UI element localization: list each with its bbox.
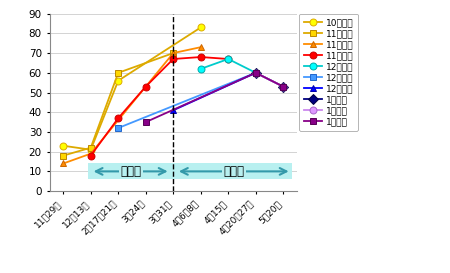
11月中旬: [198, 46, 203, 49]
1月上旬: [253, 71, 258, 75]
11月中旬: [171, 51, 176, 55]
11月中旬: [88, 152, 94, 155]
Line: 1月中旬: 1月中旬: [252, 69, 287, 90]
Text: 多摩川: 多摩川: [223, 165, 244, 178]
11月下旬: [88, 154, 94, 157]
12月上旬: [253, 71, 258, 75]
10月下旬: [88, 148, 94, 151]
11月上旬: [171, 51, 176, 55]
Line: 11月中旬: 11月中旬: [60, 44, 204, 167]
10月下旬: [198, 26, 203, 29]
1月中旬: [253, 71, 258, 75]
11月下旬: [143, 85, 148, 88]
10月下旬: [116, 79, 121, 82]
12月下旬: [253, 71, 258, 75]
Line: 12月上旬: 12月上旬: [197, 55, 259, 76]
Line: 11月下旬: 11月下旬: [87, 54, 232, 159]
11月下旬: [116, 117, 121, 120]
Line: 12月中旬: 12月中旬: [115, 69, 259, 132]
11月中旬: [61, 162, 66, 165]
1月上旬: [280, 85, 286, 88]
11月上旬: [88, 146, 94, 149]
1月下旬: [143, 120, 148, 124]
11月下旬: [171, 57, 176, 61]
12月中旬: [116, 126, 121, 130]
12月中旬: [253, 71, 258, 75]
12月上旬: [198, 67, 203, 70]
Text: 東京湾: 東京湾: [120, 165, 141, 178]
Line: 12月下旬: 12月下旬: [170, 69, 259, 114]
FancyBboxPatch shape: [88, 164, 292, 179]
Line: 10月下旬: 10月下旬: [60, 24, 204, 153]
1月下旬: [280, 85, 286, 88]
11月上旬: [116, 71, 121, 75]
Legend: 10月下旬, 11月上旬, 11月中旬, 11月下旬, 12月上旬, 12月中旬, 12月下旬, 1月上旬, 1月中旬, 1月下旬: 10月下旬, 11月上旬, 11月中旬, 11月下旬, 12月上旬, 12月中旬…: [300, 14, 358, 130]
11月下旬: [198, 55, 203, 59]
1月下旬: [253, 71, 258, 75]
12月下旬: [171, 109, 176, 112]
Line: 1月下旬: 1月下旬: [142, 69, 287, 126]
Line: 11月上旬: 11月上旬: [60, 50, 177, 159]
1月中旬: [280, 85, 286, 88]
12月上旬: [225, 57, 231, 61]
10月下旬: [61, 144, 66, 147]
11月下旬: [225, 57, 231, 61]
Line: 1月上旬: 1月上旬: [252, 69, 287, 90]
11月上旬: [61, 154, 66, 157]
